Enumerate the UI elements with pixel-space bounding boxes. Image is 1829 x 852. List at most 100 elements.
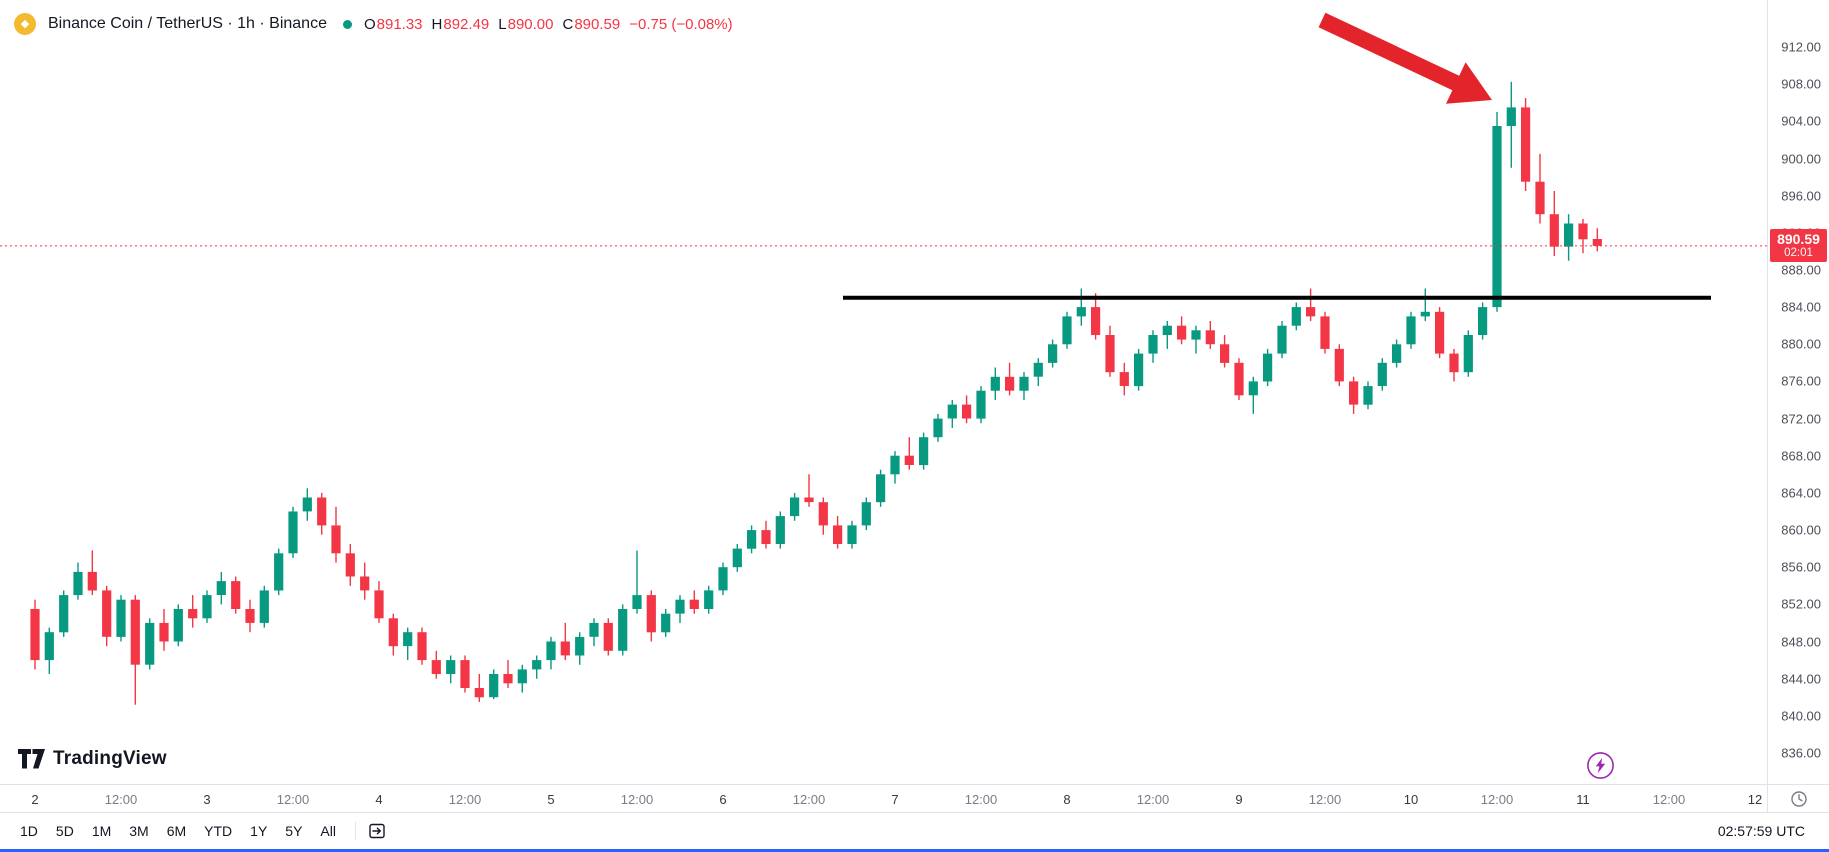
candle-body	[1091, 307, 1101, 335]
candle-body	[1177, 325, 1187, 340]
price-tick-label: 868.00	[1781, 448, 1821, 464]
candle-body	[517, 669, 527, 684]
time-tick-label: 10	[1403, 792, 1419, 807]
price-tick-label: 880.00	[1781, 336, 1821, 352]
candle-body	[417, 632, 427, 661]
range-1m-button[interactable]: 1M	[91, 823, 112, 839]
time-tick-label: 9	[1235, 792, 1243, 807]
candle-body	[1349, 381, 1359, 405]
low-label: L	[498, 15, 507, 33]
price-tick-label: 848.00	[1781, 634, 1821, 649]
candle-body	[1105, 335, 1115, 373]
range-1d-button[interactable]: 1D	[20, 823, 38, 839]
candle-body	[1320, 316, 1330, 349]
candlestick-chart[interactable]	[0, 0, 1767, 784]
range-3m-button[interactable]: 3M	[129, 823, 149, 839]
candle-body	[460, 660, 470, 688]
candle-body	[446, 660, 456, 674]
time-tick-label: 12:00	[448, 792, 482, 807]
candle-body	[1592, 239, 1602, 246]
candle-body	[1578, 223, 1588, 240]
change-value: −0.75 (−0.08%)	[629, 15, 733, 33]
chart-plot-area[interactable]: ◆ Binance Coin / TetherUS · 1h · Binance…	[0, 0, 1767, 784]
range-5y-button[interactable]: 5Y	[285, 823, 303, 839]
price-tick-label: 864.00	[1781, 485, 1821, 501]
time-tick-label: 5	[547, 792, 555, 807]
range-6m-button[interactable]: 6M	[166, 823, 187, 839]
candle-body	[503, 674, 513, 684]
time-axis[interactable]: 2 12:00 3 12:00 4 12:00 5 12:00 6 12:00 7 12:00 8 12:…	[0, 784, 1767, 812]
time-tick-label: 12	[1747, 792, 1763, 807]
time-tick-label: 8	[1063, 792, 1071, 807]
price-tick-label: 888.00	[1781, 262, 1821, 278]
tradingview-logo[interactable]: TradingView	[18, 748, 167, 770]
price-axis[interactable]: 890.59 02:01 912.00 908.00 904.00 900.00 896…	[1767, 0, 1829, 784]
candle-body	[1148, 335, 1158, 354]
candle-body	[947, 404, 957, 419]
tradingview-logo-icon	[18, 749, 45, 769]
ohlc-values: O 891.33 H 892.49 L 890.00 C 890.59 −0.75 (−…	[364, 16, 733, 33]
annotation-arrow[interactable]	[1318, 12, 1492, 104]
range-1y-button[interactable]: 1Y	[250, 823, 268, 839]
candle-body	[747, 530, 757, 549]
time-tick-label: 12:00	[1652, 792, 1686, 807]
candle-body	[1420, 311, 1430, 317]
candle-body	[775, 516, 785, 544]
time-tick-label: 6	[719, 792, 727, 807]
candle-body	[302, 497, 312, 512]
candle-body	[360, 576, 370, 591]
price-tick-label: 836.00	[1781, 745, 1821, 761]
price-tick-label: 852.00	[1781, 596, 1821, 612]
candle-body	[1076, 307, 1086, 317]
time-tick-label: 3	[203, 792, 211, 807]
candle-body	[188, 609, 198, 619]
symbol-title[interactable]: Binance Coin / TetherUS · 1h · Binance	[48, 15, 327, 32]
price-tick-label: 912.00	[1781, 39, 1821, 55]
candle-body	[288, 511, 298, 554]
candle-body	[689, 599, 699, 609]
candle-body	[933, 418, 943, 438]
candle-body	[1119, 372, 1129, 386]
utc-clock[interactable]: 02:57:59 UTC	[1717, 823, 1805, 839]
candle-body	[202, 595, 212, 619]
price-tick-label: 876.00	[1781, 373, 1821, 389]
candle-body	[718, 567, 728, 591]
timezone-clock-icon[interactable]	[1790, 790, 1808, 808]
time-tick-label: 2	[31, 792, 39, 807]
candle-body	[274, 553, 284, 591]
candle-body	[962, 404, 972, 419]
candle-body	[474, 688, 484, 698]
candle-body	[345, 553, 355, 577]
candle-body	[890, 455, 900, 475]
candle-body	[560, 641, 570, 656]
time-tick-label: 12:00	[792, 792, 826, 807]
candle-body	[589, 622, 599, 637]
candle-body	[102, 590, 112, 637]
range-5d-button[interactable]: 5D	[55, 823, 74, 839]
time-tick-label: 11	[1576, 792, 1590, 807]
bottom-toolbar: 1D 5D 1M 3M 6M YTD 1Y 5Y All 02:57:59 UTC	[0, 812, 1829, 849]
candle-body	[704, 590, 714, 609]
candle-body	[216, 581, 226, 595]
candle-body	[1263, 353, 1273, 382]
candle-body	[388, 618, 398, 647]
candle-body	[159, 622, 169, 642]
candle-body	[245, 609, 255, 623]
candle-body	[259, 590, 269, 623]
candle-body	[1033, 362, 1043, 377]
time-tick-label: 12:00	[276, 792, 310, 807]
candle-body	[331, 525, 341, 554]
candle-body	[976, 390, 986, 419]
go-to-date-icon[interactable]	[367, 821, 387, 841]
range-ytd-button[interactable]: YTD	[204, 823, 233, 839]
candle-body	[1492, 126, 1502, 308]
price-tick-label: 908.00	[1781, 76, 1821, 92]
candle-body	[1334, 348, 1344, 382]
lightning-icon[interactable]	[1586, 751, 1615, 780]
candle-body	[804, 497, 814, 503]
range-all-button[interactable]: All	[320, 823, 336, 839]
candle-body	[919, 437, 929, 466]
candle-body	[1521, 107, 1531, 182]
candle-body	[1549, 214, 1559, 247]
high-value: 892.49	[443, 15, 490, 33]
